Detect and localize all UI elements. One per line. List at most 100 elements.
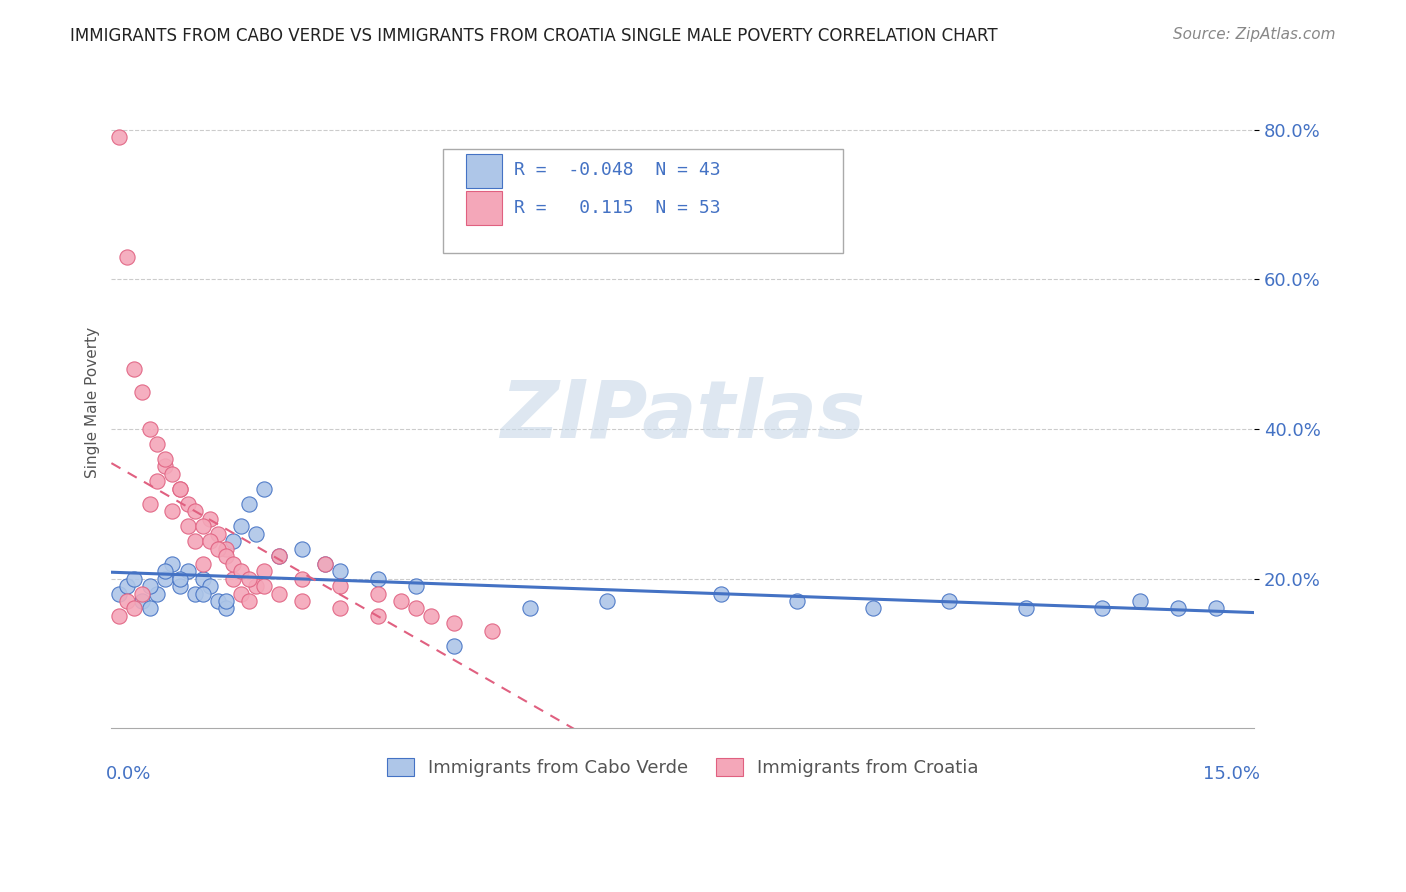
Point bbox=[267, 549, 290, 563]
Point bbox=[162, 467, 184, 481]
Y-axis label: Single Male Poverty: Single Male Poverty bbox=[86, 327, 100, 478]
Point bbox=[108, 130, 131, 145]
FancyBboxPatch shape bbox=[465, 154, 502, 188]
Point bbox=[138, 601, 160, 615]
Point bbox=[215, 601, 238, 615]
Point bbox=[253, 482, 276, 496]
Point bbox=[267, 549, 290, 563]
Point bbox=[131, 586, 153, 600]
Point bbox=[169, 572, 191, 586]
Point bbox=[138, 579, 160, 593]
Point bbox=[131, 594, 153, 608]
Point bbox=[131, 384, 153, 399]
Point bbox=[1129, 594, 1152, 608]
Point bbox=[862, 601, 884, 615]
Point bbox=[238, 594, 260, 608]
Point bbox=[115, 250, 138, 264]
Point bbox=[176, 497, 198, 511]
Point bbox=[108, 609, 131, 624]
Point bbox=[162, 504, 184, 518]
Point bbox=[122, 572, 145, 586]
Point bbox=[1014, 601, 1036, 615]
Point bbox=[329, 564, 352, 578]
Point bbox=[291, 541, 314, 556]
Point bbox=[215, 541, 238, 556]
Point bbox=[481, 624, 503, 638]
Point bbox=[710, 586, 733, 600]
Point bbox=[238, 497, 260, 511]
Point bbox=[176, 519, 198, 533]
Point bbox=[238, 572, 260, 586]
Point bbox=[519, 601, 541, 615]
Point bbox=[1205, 601, 1227, 615]
Point bbox=[420, 609, 443, 624]
Point bbox=[153, 572, 176, 586]
Point bbox=[229, 586, 252, 600]
Point bbox=[367, 572, 389, 586]
Point bbox=[153, 564, 176, 578]
Point bbox=[169, 482, 191, 496]
Point bbox=[146, 475, 169, 489]
Point bbox=[314, 557, 336, 571]
Point bbox=[215, 594, 238, 608]
Point bbox=[314, 557, 336, 571]
Point bbox=[200, 579, 222, 593]
Point bbox=[153, 451, 176, 466]
Point bbox=[184, 504, 207, 518]
Point bbox=[169, 579, 191, 593]
Point bbox=[367, 609, 389, 624]
Point bbox=[405, 601, 427, 615]
Point bbox=[222, 557, 245, 571]
Point bbox=[207, 541, 229, 556]
Point bbox=[253, 564, 276, 578]
Point bbox=[191, 572, 214, 586]
Point bbox=[215, 549, 238, 563]
Point bbox=[329, 601, 352, 615]
Text: ZIPatlas: ZIPatlas bbox=[501, 376, 865, 455]
Point bbox=[229, 564, 252, 578]
Point bbox=[153, 459, 176, 474]
Point bbox=[245, 526, 267, 541]
Point bbox=[191, 557, 214, 571]
Point bbox=[138, 497, 160, 511]
Text: 0.0%: 0.0% bbox=[105, 764, 150, 782]
Point bbox=[222, 534, 245, 549]
Point bbox=[786, 594, 808, 608]
Point bbox=[138, 422, 160, 436]
Point bbox=[253, 579, 276, 593]
Point bbox=[389, 594, 412, 608]
Text: 15.0%: 15.0% bbox=[1202, 764, 1260, 782]
Point bbox=[229, 519, 252, 533]
Point bbox=[267, 586, 290, 600]
Text: Source: ZipAtlas.com: Source: ZipAtlas.com bbox=[1173, 27, 1336, 42]
Point bbox=[162, 557, 184, 571]
Point bbox=[146, 437, 169, 451]
Point bbox=[122, 601, 145, 615]
Point bbox=[443, 639, 465, 653]
FancyBboxPatch shape bbox=[443, 149, 842, 253]
Point bbox=[115, 579, 138, 593]
Point bbox=[184, 534, 207, 549]
Point bbox=[245, 579, 267, 593]
Point bbox=[1091, 601, 1114, 615]
Point bbox=[938, 594, 960, 608]
Text: IMMIGRANTS FROM CABO VERDE VS IMMIGRANTS FROM CROATIA SINGLE MALE POVERTY CORREL: IMMIGRANTS FROM CABO VERDE VS IMMIGRANTS… bbox=[70, 27, 998, 45]
Point bbox=[176, 564, 198, 578]
Point bbox=[191, 519, 214, 533]
Point bbox=[207, 526, 229, 541]
Point bbox=[329, 579, 352, 593]
Point bbox=[1167, 601, 1189, 615]
Text: R =   0.115  N = 53: R = 0.115 N = 53 bbox=[513, 199, 720, 217]
Point bbox=[200, 534, 222, 549]
Point bbox=[367, 586, 389, 600]
Point bbox=[184, 586, 207, 600]
Point bbox=[222, 572, 245, 586]
Point bbox=[169, 482, 191, 496]
Point bbox=[191, 586, 214, 600]
Point bbox=[291, 594, 314, 608]
Point bbox=[122, 362, 145, 376]
Point bbox=[595, 594, 617, 608]
Point bbox=[108, 586, 131, 600]
Point bbox=[443, 616, 465, 631]
Text: R =  -0.048  N = 43: R = -0.048 N = 43 bbox=[513, 161, 720, 178]
